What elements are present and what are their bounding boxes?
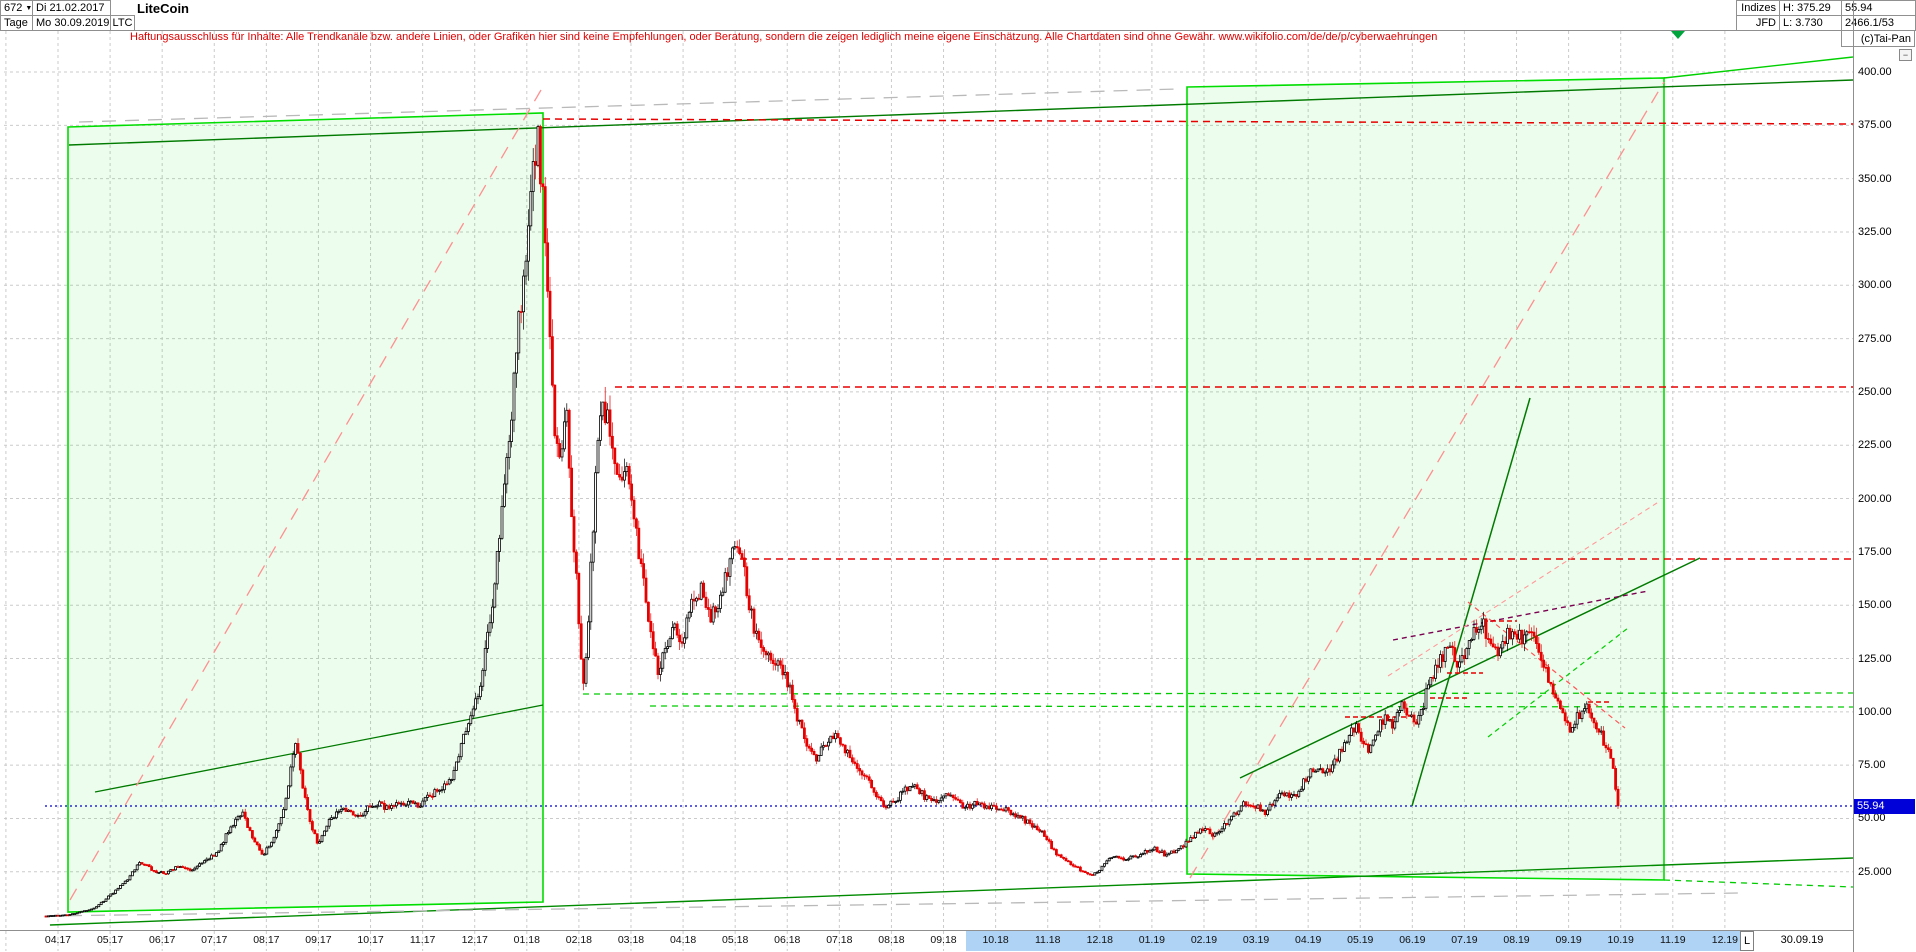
x-axis-label: 04.18	[669, 934, 697, 946]
disclaimer-text: Haftungsausschluss für Inhalte: Alle Tre…	[130, 31, 1438, 43]
green-dashed-bottom-ext	[1663, 879, 1854, 888]
copyright-label: (c)Tai-Pan	[1841, 30, 1915, 47]
y-axis-label: 150.00	[1858, 599, 1892, 612]
provider-label: JFD	[1736, 15, 1780, 31]
green-support-103	[649, 705, 1854, 708]
y-axis-label: 75.00	[1858, 759, 1886, 772]
x-axis-label: 04.19	[1295, 934, 1322, 946]
x-axis-label: 07.17	[201, 934, 228, 946]
x-axis-label: 01.19	[1138, 934, 1166, 946]
y-axis-label: 125.00	[1858, 652, 1892, 665]
yaxis-separator	[1853, 0, 1854, 952]
x-axis-label: 10.18	[982, 934, 1009, 946]
minimize-icon[interactable]: −	[1899, 49, 1912, 61]
y-axis-label: 375.00	[1858, 119, 1892, 132]
x-axis-label: 02.18	[565, 934, 593, 946]
green-bottom-channel	[49, 857, 1854, 926]
gray-resistance-top	[78, 88, 1178, 123]
green-steep-2019	[1411, 397, 1531, 807]
x-axis-label: 04.17	[44, 934, 72, 946]
end-date-label: 30.09.19	[1780, 934, 1824, 946]
x-axis-label: 09.19	[1555, 934, 1582, 946]
last-bar-marker: L	[1740, 931, 1754, 951]
x-axis-label: 06.17	[149, 934, 176, 946]
x-axis-label: 09.17	[305, 934, 332, 946]
y-axis-label: 25.000	[1858, 865, 1892, 878]
x-axis-label: 07.19	[1451, 934, 1478, 946]
x-axis-label: 08.18	[878, 934, 905, 946]
x-axis-label: 03.19	[1242, 934, 1270, 946]
x-axis-label: 07.18	[826, 934, 853, 946]
x-axis-label: 05.19	[1347, 934, 1374, 946]
x-axis-label: 01.18	[513, 934, 540, 946]
y-axis-label: 275.00	[1858, 332, 1892, 345]
x-axis-label: 05.17	[96, 934, 124, 946]
green-long-2019	[1239, 557, 1701, 779]
indizes-label: Indizes	[1736, 0, 1780, 16]
chart-start-date: Di 21.02.2017	[32, 0, 111, 16]
green-marker-icon	[1671, 31, 1685, 39]
trend-box-2017	[67, 112, 544, 913]
green-support-108	[582, 692, 1854, 695]
x-axis-label: 11.17	[409, 934, 436, 946]
x-axis-label: 02.19	[1190, 934, 1218, 946]
red-diagonal-2019	[1189, 81, 1665, 879]
x-axis-highlight	[966, 931, 1740, 951]
x-axis-label: 08.17	[253, 934, 280, 946]
green-upper-channel	[68, 79, 1854, 146]
y-axis-label: 200.00	[1858, 492, 1892, 505]
x-axis-label: 06.19	[1399, 934, 1426, 946]
x-axis-label: 10.17	[357, 934, 384, 946]
y-axis-label: 350.00	[1858, 172, 1892, 185]
red-descending-2019	[1467, 601, 1626, 729]
bars-count-dropdown[interactable]: 672 ▼	[0, 0, 33, 16]
last-price-tag: 55.94	[1854, 799, 1915, 814]
purple-dashed-2019	[1392, 590, 1649, 641]
x-axis-label: 11.18	[1034, 934, 1061, 946]
volume-header: 2466.1/53	[1841, 15, 1916, 31]
low-value: L: 3.730	[1779, 15, 1842, 31]
y-axis-label: 250.00	[1858, 385, 1892, 398]
header-separator	[0, 30, 1916, 31]
x-axis-label: 08.19	[1503, 934, 1530, 946]
y-axis-label: 225.00	[1858, 439, 1892, 452]
x-axis-label: 06.18	[774, 934, 801, 946]
y-axis-label: 300.00	[1858, 279, 1892, 292]
green-lower-2017	[94, 704, 544, 793]
xaxis-separator	[0, 930, 1853, 931]
period-dropdown[interactable]: Tage ▼	[0, 15, 38, 31]
x-axis-label: 11.19	[1660, 934, 1686, 946]
green-dashed-diag-2019	[1487, 627, 1629, 738]
gray-bottom-dashed	[44, 892, 1741, 917]
y-axis-label: 175.00	[1858, 545, 1892, 558]
chevron-down-icon: ▼	[25, 4, 33, 12]
x-axis-label: 09.18	[930, 934, 957, 946]
x-axis-label: 10.19	[1607, 934, 1634, 946]
green-top-right-segment	[1663, 56, 1854, 79]
y-axis-label: 50.00	[1858, 812, 1886, 825]
red-resistance-375	[542, 118, 1854, 125]
x-axis-label: 12.18	[1086, 934, 1113, 946]
red-diagonal-2017	[69, 89, 542, 901]
y-axis-label: 400.00	[1858, 66, 1892, 78]
x-axis-label: 05.18	[722, 934, 749, 946]
bars-count-value: 672	[4, 2, 23, 14]
instrument-title: LiteCoin	[137, 1, 189, 16]
y-axis-label: 325.00	[1858, 225, 1892, 238]
symbol-cell: LTC	[110, 15, 135, 31]
x-axis-label: 03.18	[617, 934, 645, 946]
high-value: H: 375.29	[1779, 0, 1842, 16]
period-value: Tage	[4, 17, 28, 29]
y-axis-label: 100.00	[1858, 705, 1892, 718]
x-axis-label: 12.17	[461, 934, 488, 946]
x-axis-label: 12.19	[1711, 934, 1739, 946]
chart-end-date: Mo 30.09.2019	[32, 15, 111, 31]
